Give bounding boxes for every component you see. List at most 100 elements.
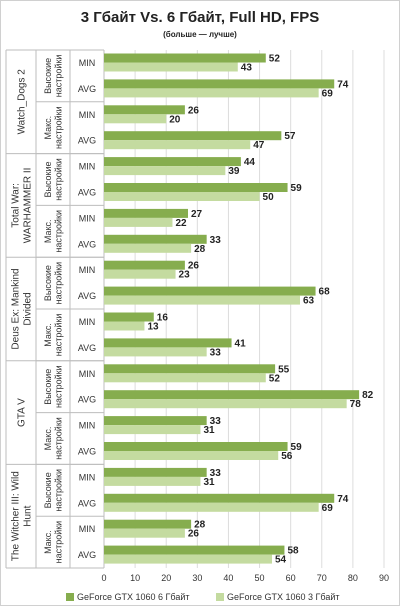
data-label: 26 <box>188 105 200 116</box>
bar <box>104 312 154 322</box>
bar <box>104 114 167 124</box>
bar <box>104 269 176 279</box>
setting-label-line: Макс. <box>43 530 53 554</box>
data-label: 58 <box>287 546 299 557</box>
setting-label: Макс.настройки <box>43 521 64 564</box>
bar <box>104 347 207 357</box>
data-label: 56 <box>281 451 293 462</box>
bar <box>104 399 347 409</box>
x-tick-label: 0 <box>101 573 106 583</box>
metric-label: AVG <box>78 187 96 197</box>
bar <box>104 476 201 486</box>
data-label: 68 <box>319 287 331 298</box>
data-label: 69 <box>322 88 334 99</box>
bar <box>104 493 335 503</box>
data-label: 39 <box>228 166 240 177</box>
bar <box>104 364 276 374</box>
data-label: 57 <box>284 131 296 142</box>
bar <box>104 442 288 451</box>
bar <box>104 183 288 192</box>
bar <box>104 166 226 176</box>
setting-label-line: Макс. <box>43 116 53 140</box>
game-label: Total War:WARHAMMER II <box>11 168 34 244</box>
bar <box>104 467 207 477</box>
metric-label: MIN <box>79 213 96 223</box>
setting-label: Высокиенастройки <box>43 262 64 305</box>
category-labels: MINAVGВысокиенастройкиMINAVGМакс.настрой… <box>11 55 97 564</box>
bar <box>104 545 285 555</box>
data-label: 33 <box>210 347 222 358</box>
bar <box>104 157 241 167</box>
data-label: 33 <box>210 416 222 427</box>
bar <box>104 286 316 296</box>
bar <box>104 105 185 115</box>
setting-label-line: Высокие <box>43 265 53 301</box>
setting-label-line: настройки <box>53 158 63 201</box>
bar <box>104 321 145 331</box>
bar <box>104 416 207 426</box>
game-label-line: The Witcher III: Wild <box>11 471 22 561</box>
x-tick-label: 70 <box>317 573 327 583</box>
data-label: 47 <box>253 140 265 151</box>
setting-label-line: настройки <box>53 106 63 149</box>
game-label-line: GTA V <box>17 398 28 427</box>
data-label: 28 <box>194 520 206 531</box>
data-label: 31 <box>203 425 215 436</box>
x-tick-label: 30 <box>192 573 202 583</box>
setting-label-line: Макс. <box>43 427 53 451</box>
data-label: 82 <box>362 390 374 401</box>
setting-label: Макс.настройки <box>43 106 64 149</box>
data-label: 59 <box>291 183 303 194</box>
bar <box>104 373 266 383</box>
bar <box>104 140 251 150</box>
game-label: Deus Ex: MankindDivided <box>11 268 34 349</box>
metric-label: AVG <box>78 343 96 353</box>
bar <box>104 243 192 253</box>
data-label: 33 <box>210 468 222 479</box>
data-label: 26 <box>188 529 200 540</box>
data-label: 31 <box>203 477 215 488</box>
bar <box>104 217 173 227</box>
bar <box>104 295 300 305</box>
x-tick-label: 10 <box>130 573 140 583</box>
data-label: 69 <box>322 503 334 514</box>
bar <box>104 338 232 348</box>
data-label: 23 <box>179 270 191 281</box>
setting-label-line: настройки <box>53 210 63 253</box>
x-tick-label: 60 <box>286 573 296 583</box>
metric-label: MIN <box>79 317 96 327</box>
x-tick-label: 80 <box>348 573 358 583</box>
metric-label: AVG <box>78 136 96 146</box>
setting-label-line: Макс. <box>43 323 53 347</box>
game-label-line: Divided <box>23 292 34 325</box>
metric-label: AVG <box>78 84 96 94</box>
bar <box>104 79 335 89</box>
setting-label-line: настройки <box>53 314 63 357</box>
data-label: 20 <box>169 114 181 125</box>
setting-label-line: Макс. <box>43 219 53 243</box>
game-label-line: Deus Ex: Mankind <box>11 268 22 349</box>
setting-label: Высокиенастройки <box>43 55 64 98</box>
metric-label: MIN <box>79 265 96 275</box>
metric-label: MIN <box>79 110 96 120</box>
x-axis: 0 10 20 30 40 50 60 70 80 90 <box>101 573 389 583</box>
setting-label-line: настройки <box>53 262 63 305</box>
bar <box>104 192 260 201</box>
data-label: 52 <box>269 373 281 384</box>
game-label: GTA V <box>17 398 28 427</box>
bar <box>104 451 279 460</box>
game-label-line: WARHAMMER II <box>23 168 34 244</box>
setting-label: Высокиенастройки <box>43 469 64 512</box>
data-label: 78 <box>350 399 362 410</box>
bar <box>104 425 201 435</box>
metric-label: AVG <box>78 239 96 249</box>
bar <box>104 53 266 63</box>
data-label: 28 <box>194 244 206 255</box>
legend-swatch <box>66 593 74 601</box>
chart-subtitle: (больше — лучше) <box>163 30 237 39</box>
metric-label: AVG <box>78 550 96 560</box>
data-label: 26 <box>188 261 200 272</box>
data-label: 44 <box>244 157 256 168</box>
x-tick-label: 50 <box>255 573 265 583</box>
bar <box>104 234 207 244</box>
